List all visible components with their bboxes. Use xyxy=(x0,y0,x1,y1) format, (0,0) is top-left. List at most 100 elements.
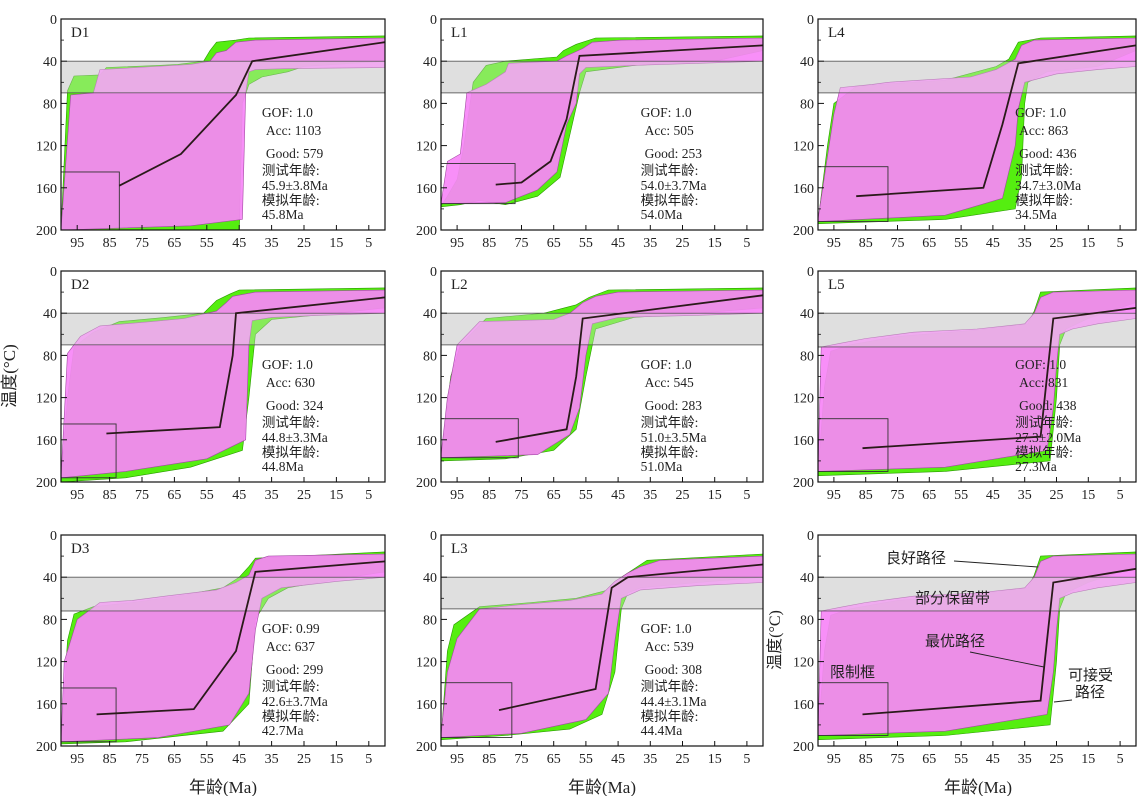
x-tick-label: 45 xyxy=(232,236,246,251)
measured-age-label: 测试年龄: xyxy=(641,163,699,178)
x-tick-label: 95 xyxy=(827,488,841,503)
good-envelope xyxy=(61,553,385,743)
stat-acc: Acc: 637 xyxy=(266,639,315,654)
x-tick-label: 95 xyxy=(70,488,84,503)
stat-acc: Acc: 545 xyxy=(645,375,694,390)
good-envelope xyxy=(441,37,763,204)
measured-age-value: 54.0±3.7Ma xyxy=(641,178,707,193)
x-tick-label: 35 xyxy=(265,236,279,251)
x-tick-label: 95 xyxy=(450,752,464,767)
modeled-age-value: 44.4Ma xyxy=(641,723,683,738)
best-fit-path xyxy=(118,41,385,187)
partial-retention-zone-overlay xyxy=(61,312,385,346)
y-tick-label: 40 xyxy=(423,55,437,70)
stat-gof: GOF: 1.0 xyxy=(262,357,313,372)
stat-acc: Acc: 1103 xyxy=(266,123,322,138)
plot-area xyxy=(61,551,385,745)
x-tick-label: 55 xyxy=(200,236,214,251)
y-tick-label: 120 xyxy=(416,656,437,671)
y-tick-label: 120 xyxy=(36,392,57,407)
x-tick-label: 65 xyxy=(547,752,561,767)
measured-age-label: 测试年龄: xyxy=(641,679,699,694)
x-tick-label: 85 xyxy=(859,236,873,251)
best-fit-path xyxy=(106,296,385,435)
y-tick-label: 0 xyxy=(807,13,814,28)
best-fit-path xyxy=(495,44,763,186)
panel-label: L3 xyxy=(451,541,468,557)
plot-area xyxy=(441,35,763,208)
y-tick-label: 120 xyxy=(793,140,814,155)
x-tick-label: 5 xyxy=(1117,488,1124,503)
x-tick-label: 75 xyxy=(891,488,905,503)
x-tick-label: 75 xyxy=(515,488,529,503)
x-tick-label: 85 xyxy=(482,752,496,767)
measured-age-value: 42.6±3.7Ma xyxy=(262,694,328,709)
plot-area xyxy=(61,35,385,230)
panel-l2: 0 40 80 120 160 200 95 85 75 65 55 45 35 25 15 5 L2 GOF: … xyxy=(416,265,764,503)
x-tick-label: 35 xyxy=(1018,236,1032,251)
x-tick-label: 65 xyxy=(922,752,936,767)
best-fit-path xyxy=(498,563,763,711)
plot-area xyxy=(441,287,763,462)
stat-good: Good: 436 xyxy=(1019,146,1077,161)
x-tick-label: 75 xyxy=(135,488,149,503)
y-tick-label: 160 xyxy=(793,182,814,197)
partial-retention-zone-overlay xyxy=(441,312,763,346)
good-envelope xyxy=(441,289,763,459)
best-fit-path xyxy=(862,307,1136,450)
panel-label: D2 xyxy=(71,277,89,293)
x-tick-label: 5 xyxy=(743,488,750,503)
measured-age-label: 测试年龄: xyxy=(1015,163,1073,178)
y-tick-label: 80 xyxy=(800,349,814,364)
panel-label: L4 xyxy=(828,25,845,41)
y-tick-label: 160 xyxy=(416,182,437,197)
partial-retention-zone-overlay xyxy=(818,312,1136,348)
x-tick-label: 25 xyxy=(297,488,311,503)
panel-label: L5 xyxy=(828,277,845,293)
y-tick-label: 200 xyxy=(793,740,814,755)
modeled-age-label: 模拟年龄: xyxy=(1015,193,1073,208)
y-tick-label: 40 xyxy=(43,55,57,70)
measured-age-label: 测试年龄: xyxy=(262,679,320,694)
x-tick-label: 25 xyxy=(1050,752,1064,767)
good-envelope xyxy=(818,553,1136,736)
y-tick-label: 200 xyxy=(416,740,437,755)
x-tick-label: 75 xyxy=(891,236,905,251)
x-tick-label: 5 xyxy=(365,752,372,767)
y-tick-label: 0 xyxy=(50,265,57,280)
y-tick-label: 200 xyxy=(793,476,814,491)
legend-acceptable-path: 可接受 xyxy=(1068,667,1113,684)
y-tick-label: 40 xyxy=(423,307,437,322)
constraint-box xyxy=(61,423,117,479)
y-tick-label: 120 xyxy=(416,392,437,407)
modeled-age-value: 45.8Ma xyxy=(262,207,304,222)
y-tick-label: 80 xyxy=(423,97,437,112)
x-tick-label: 95 xyxy=(70,236,84,251)
modeled-age-value: 42.7Ma xyxy=(262,723,304,738)
stat-acc: Acc: 630 xyxy=(266,375,315,390)
plot-area xyxy=(818,287,1136,477)
stat-gof: GOF: 1.0 xyxy=(641,621,692,636)
y-tick-label: 120 xyxy=(793,392,814,407)
panel-l5: 0 40 80 120 160 200 95 85 75 65 55 45 35 25 15 5 L5 GOF: … xyxy=(793,265,1137,503)
best-fit-path xyxy=(495,294,763,443)
modeled-age-label: 模拟年龄: xyxy=(641,193,699,208)
x-tick-label: 55 xyxy=(579,752,593,767)
measured-age-value: 27.3±2.0Ma xyxy=(1015,430,1081,445)
x-tick-label: 95 xyxy=(450,488,464,503)
x-tick-label: 95 xyxy=(827,752,841,767)
x-tick-label: 75 xyxy=(891,752,905,767)
stat-acc: Acc: 539 xyxy=(645,639,694,654)
legend-good-path: 良好路径 xyxy=(886,550,946,567)
y-tick-label: 120 xyxy=(793,656,814,671)
y-tick-label: 120 xyxy=(36,656,57,671)
plot-area xyxy=(441,553,763,741)
modeled-age-value: 51.0Ma xyxy=(641,459,683,474)
stat-good: Good: 579 xyxy=(266,146,324,161)
legend-constraint-box: 限制框 xyxy=(830,664,875,681)
x-tick-label: 25 xyxy=(297,752,311,767)
x-tick-label: 25 xyxy=(676,488,690,503)
x-tick-label: 15 xyxy=(329,236,343,251)
measured-age-value: 44.4±3.1Ma xyxy=(641,694,707,709)
y-tick-label: 80 xyxy=(43,97,57,112)
